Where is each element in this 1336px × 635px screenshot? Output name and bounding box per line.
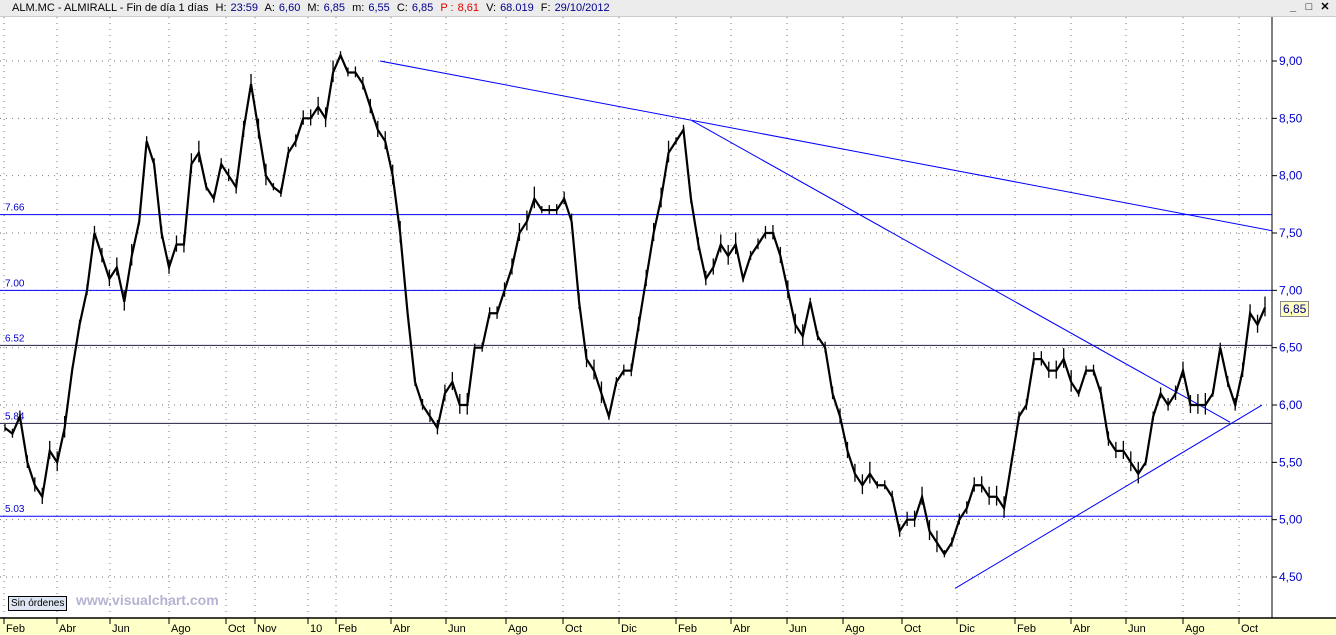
title-bar: ALM.MC - ALMIRALL - Fin de día 1 días H:…: [0, 0, 1336, 17]
m-label: M:: [307, 2, 320, 14]
x-tick-label: Jun: [789, 623, 807, 635]
high-value: 6,85: [323, 2, 346, 14]
watermark: www.visualchart.com: [76, 592, 219, 608]
level-label: 6.52: [5, 333, 25, 344]
level-label: 5.03: [5, 504, 25, 515]
x-tick-label: Ago: [1185, 623, 1205, 635]
h-value: 23:59: [230, 2, 259, 14]
x-tick-label: Oct: [1241, 623, 1258, 635]
price-line: [4, 52, 1267, 557]
x-tick-label: Feb: [338, 623, 357, 635]
x-tick-label: Abr: [1073, 623, 1090, 635]
trendline: [954, 404, 1263, 589]
orders-button[interactable]: Sin órdenes: [8, 596, 68, 611]
x-tick-label: Oct: [565, 623, 582, 635]
f-label: F:: [540, 2, 551, 14]
y-tick-label: 5,50: [1279, 455, 1303, 469]
x-tick-label: Feb: [678, 623, 697, 635]
date-value: 29/10/2012: [554, 2, 610, 14]
p-label: P :: [440, 2, 454, 14]
x-tick-label: Ago: [508, 623, 528, 635]
y-tick-label: 9,00: [1279, 54, 1303, 68]
x-tick-label: Jun: [448, 623, 466, 635]
y-tick-label: 6,50: [1279, 341, 1303, 355]
x-tick-label: Dic: [621, 623, 637, 635]
x-tick-label: Nov: [257, 623, 277, 635]
x-tick-label: Abr: [733, 623, 750, 635]
maximize-icon[interactable]: □: [1305, 1, 1313, 13]
level-label: 7.00: [5, 278, 25, 289]
y-tick-label: 7,00: [1279, 283, 1303, 297]
x-tick-label: Ago: [171, 623, 191, 635]
last-price-label: 6,85: [1280, 301, 1310, 317]
x-tick-label: Abr: [59, 623, 76, 635]
x-tick-label: Abr: [393, 623, 410, 635]
low-value: 6,55: [368, 2, 390, 14]
minimize-icon[interactable]: _: [1289, 1, 1297, 13]
close-value: 6,85: [411, 2, 434, 14]
x-tick-label: 10: [310, 623, 322, 635]
x-tick-label: Jun: [112, 623, 130, 635]
close-icon[interactable]: ✕: [1320, 1, 1330, 13]
time-axis: [0, 618, 1336, 635]
x-tick-label: Oct: [904, 623, 921, 635]
v-label: V:: [486, 2, 497, 14]
x-tick-label: Feb: [6, 623, 25, 635]
p-value: 8,61: [457, 2, 479, 14]
x-tick-label: Dic: [959, 623, 975, 635]
y-tick-label: 7,50: [1279, 226, 1303, 240]
y-tick-label: 8,50: [1279, 111, 1303, 125]
y-tick-label: 4,50: [1279, 570, 1303, 584]
y-tick-label: 5,00: [1279, 513, 1303, 527]
trendline: [379, 60, 1273, 232]
trendline: [691, 120, 1231, 423]
level-label: 5.84: [5, 411, 25, 422]
a-label: A:: [264, 2, 275, 14]
level-label: 7.66: [5, 203, 25, 214]
x-tick-label: Feb: [1017, 623, 1036, 635]
y-tick-label: 8,00: [1279, 169, 1303, 183]
x-tick-label: Ago: [845, 623, 865, 635]
x-tick-label: Jun: [1128, 623, 1146, 635]
open-value: 6,60: [278, 2, 301, 14]
h-label: H:: [215, 2, 227, 14]
x-tick-label: Oct: [228, 623, 245, 635]
volume-value: 68.019: [500, 2, 534, 14]
c-label: C:: [396, 2, 408, 14]
price-chart[interactable]: 9,00 8,50 8,00 7,50 7,00 6,50 6,00 5,50 5,00 4,50…: [0, 17, 1336, 635]
symbol-title: ALM.MC - ALMIRALL - Fin de día 1 días: [12, 2, 209, 14]
y-tick-label: 6,00: [1279, 398, 1303, 412]
min-label: m:: [352, 2, 365, 14]
